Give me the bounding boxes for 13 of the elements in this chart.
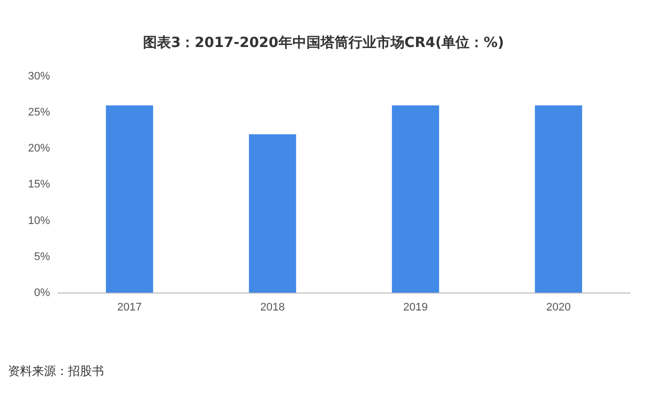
chart-title: 图表3：2017-2020年中国塔筒行业市场CR4(单位：%) [142, 34, 506, 52]
x-tick-label: 2019 [403, 301, 428, 314]
y-tick-label: 30% [28, 70, 50, 83]
y-tick-label: 0% [34, 286, 50, 299]
x-tick-label: 2020 [546, 301, 571, 314]
y-tick-label: 10% [28, 214, 50, 227]
x-tick-label: 2018 [260, 301, 285, 314]
y-tick-label: 5% [34, 250, 50, 263]
y-tick-label: 20% [28, 142, 50, 155]
y-tick-label: 15% [28, 178, 50, 191]
text: 资料来源：招股书 [8, 363, 104, 380]
y-tick-label: 25% [28, 106, 50, 119]
x-tick-label: 2017 [117, 301, 142, 314]
